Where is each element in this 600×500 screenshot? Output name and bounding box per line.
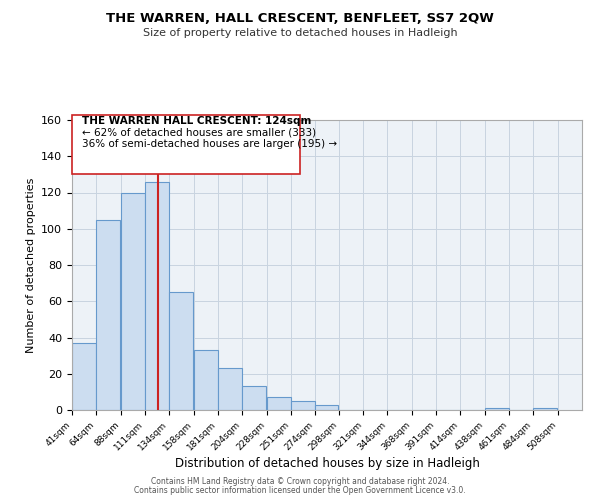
FancyBboxPatch shape: [72, 114, 300, 174]
Bar: [533, 408, 557, 410]
Text: Size of property relative to detached houses in Hadleigh: Size of property relative to detached ho…: [143, 28, 457, 38]
Bar: [194, 350, 218, 410]
Text: Contains HM Land Registry data © Crown copyright and database right 2024.: Contains HM Land Registry data © Crown c…: [151, 477, 449, 486]
Text: Contains public sector information licensed under the Open Government Licence v3: Contains public sector information licen…: [134, 486, 466, 495]
Text: THE WARREN HALL CRESCENT: 124sqm: THE WARREN HALL CRESCENT: 124sqm: [82, 116, 311, 126]
Bar: [121, 192, 145, 410]
Bar: [266, 398, 290, 410]
Text: 36% of semi-detached houses are larger (195) →: 36% of semi-detached houses are larger (…: [82, 139, 337, 149]
Bar: [145, 182, 169, 410]
Bar: [314, 404, 338, 410]
Text: ← 62% of detached houses are smaller (333): ← 62% of detached houses are smaller (33…: [82, 128, 316, 138]
Bar: [72, 343, 96, 410]
Bar: [485, 408, 509, 410]
Text: THE WARREN, HALL CRESCENT, BENFLEET, SS7 2QW: THE WARREN, HALL CRESCENT, BENFLEET, SS7…: [106, 12, 494, 26]
X-axis label: Distribution of detached houses by size in Hadleigh: Distribution of detached houses by size …: [175, 458, 479, 470]
Bar: [218, 368, 242, 410]
Bar: [169, 292, 193, 410]
Bar: [242, 386, 266, 410]
Bar: [96, 220, 120, 410]
Bar: [290, 401, 314, 410]
Y-axis label: Number of detached properties: Number of detached properties: [26, 178, 35, 352]
